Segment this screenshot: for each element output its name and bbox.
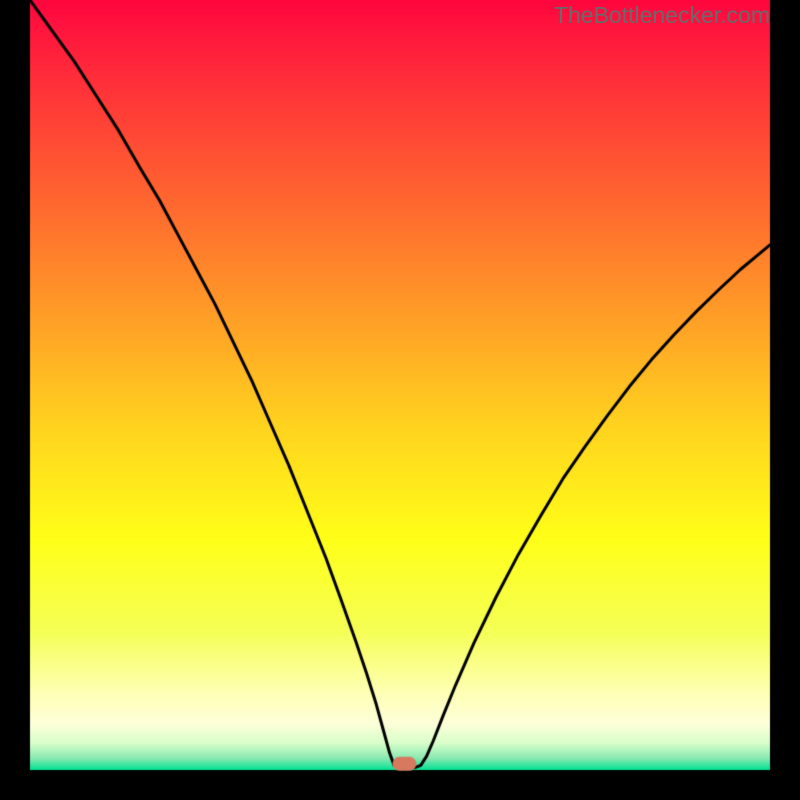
bottleneck-chart: TheBottlenecker.com	[0, 0, 800, 800]
bottleneck-curve-layer	[0, 0, 800, 800]
watermark-text: TheBottlenecker.com	[554, 2, 770, 29]
